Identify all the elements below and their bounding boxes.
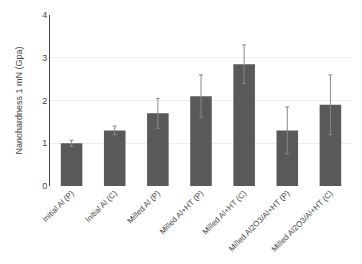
svg-text:Initial Al (C): Initial Al (C) xyxy=(84,189,120,225)
svg-text:Nanohardness 1 mN (Gpa): Nanohardness 1 mN (Gpa) xyxy=(14,46,24,154)
svg-text:Milled Al+HT (C): Milled Al+HT (C) xyxy=(201,189,249,237)
svg-text:Milled Al2O3/Al+HT (P): Milled Al2O3/Al+HT (P) xyxy=(227,189,292,254)
svg-text:0: 0 xyxy=(42,181,47,191)
svg-text:1: 1 xyxy=(42,138,47,148)
svg-text:4: 4 xyxy=(42,10,47,20)
svg-text:2: 2 xyxy=(42,96,47,106)
svg-text:Milled Al+HT (P): Milled Al+HT (P) xyxy=(158,189,206,237)
svg-text:Initial Al (P): Initial Al (P) xyxy=(41,189,76,224)
svg-text:Milled Al2O3/Al+HT (C): Milled Al2O3/Al+HT (C) xyxy=(270,189,335,254)
svg-text:Milled Al (P): Milled Al (P) xyxy=(126,189,163,226)
svg-text:3: 3 xyxy=(42,53,47,63)
